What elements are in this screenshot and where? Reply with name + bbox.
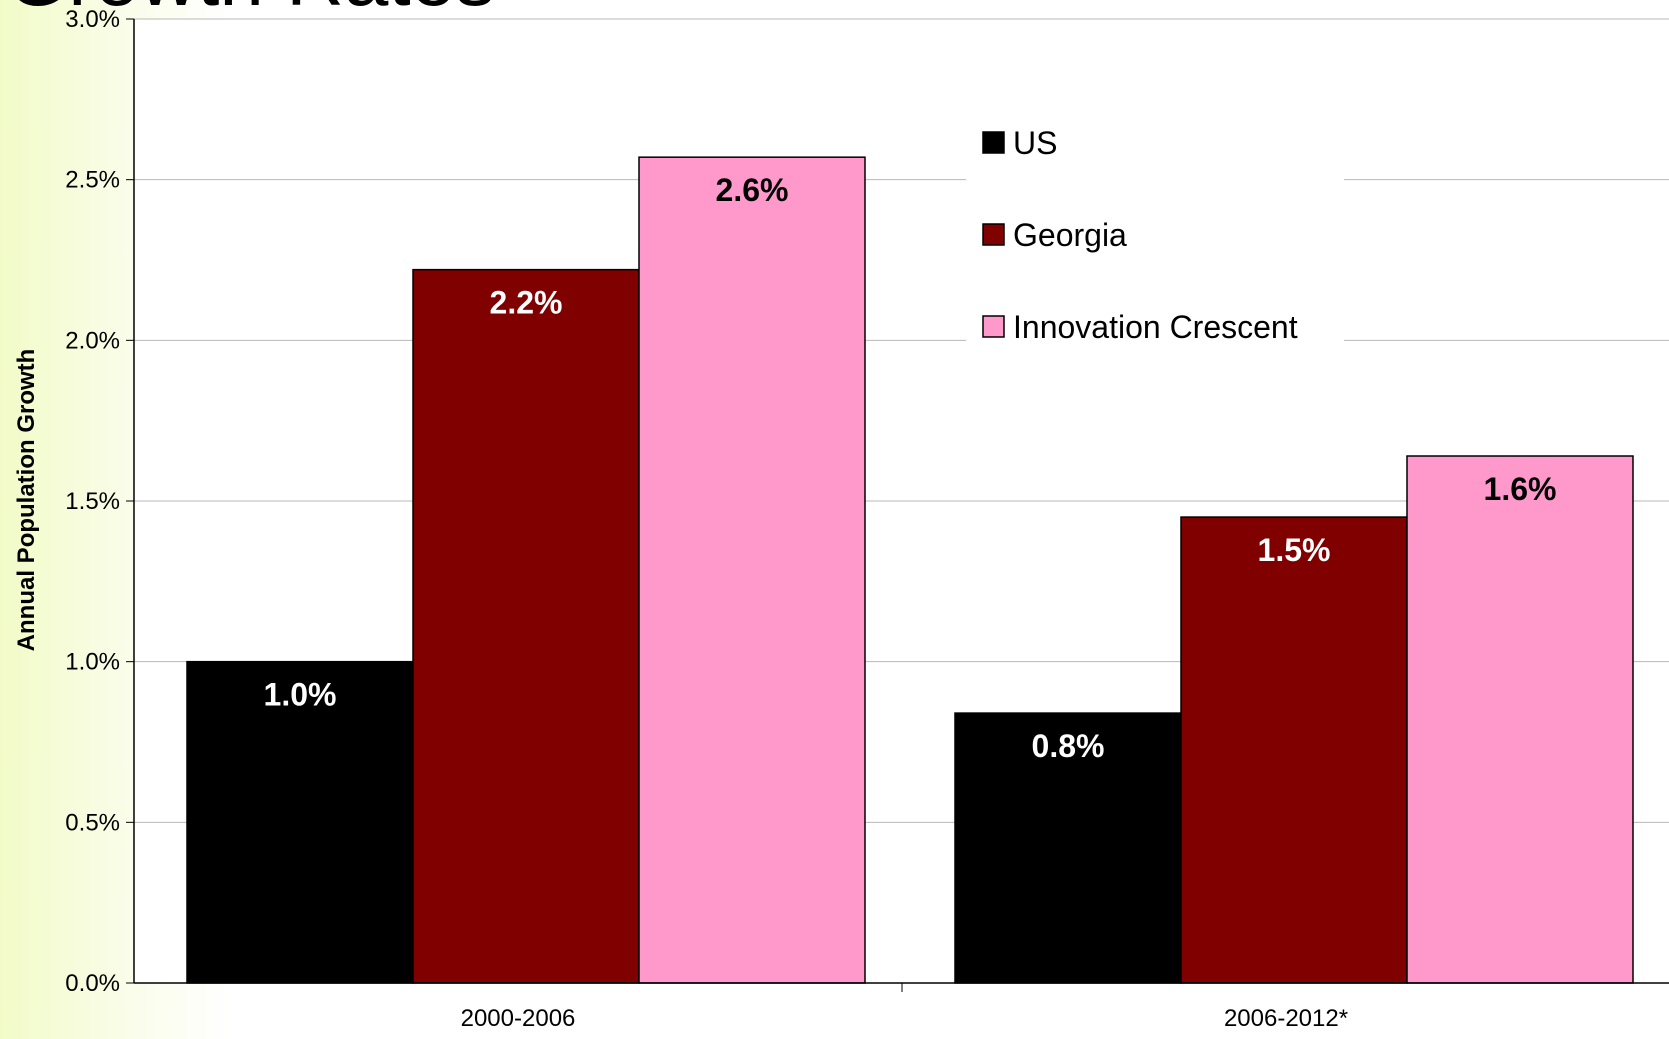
x-tick-label: 2000-2006 <box>461 1005 576 1032</box>
legend-swatch <box>982 223 1005 246</box>
legend-entry: Georgia <box>1013 217 1127 253</box>
x-tick-label: 2006-2012* <box>1224 1005 1348 1032</box>
data-label: 2.6% <box>716 172 789 208</box>
data-label: 1.0% <box>264 677 337 713</box>
bar-innovation-crescent-1 <box>1406 455 1634 984</box>
y-axis-label: Annual Population Growth <box>13 349 40 652</box>
data-label: 1.6% <box>1484 471 1557 507</box>
legend-swatch <box>982 131 1005 154</box>
data-labels: 1.0% 2.2% 2.6% 0.8% 1.5% 1.6% <box>264 172 1557 764</box>
legend-entry: Innovation Crescent <box>1013 309 1298 345</box>
bar-us-1 <box>954 712 1182 984</box>
y-tick-label: 1.5% <box>65 488 120 515</box>
data-label: 1.5% <box>1258 532 1331 568</box>
axes: 0.0% 0.5% 1.0% 1.5% 2.0% 2.5% 3.0% 2000-2006 200… <box>65 6 1669 1032</box>
y-tick-label: 0.5% <box>65 809 120 836</box>
y-tick-label: 3.0% <box>65 6 120 33</box>
y-tick-label: 1.0% <box>65 649 120 676</box>
bar-georgia-0 <box>412 268 640 984</box>
legend-entry: US <box>1013 125 1057 161</box>
data-label: 2.2% <box>490 285 563 321</box>
data-label: 0.8% <box>1032 728 1105 764</box>
y-tick-label: 2.0% <box>65 327 120 354</box>
y-tick-label: 0.0% <box>65 970 120 997</box>
legend-background <box>966 95 1344 365</box>
bar-us-0 <box>186 660 414 984</box>
legend-swatch <box>982 315 1005 338</box>
bar-innovation-crescent-0 <box>638 156 866 984</box>
y-tick-label: 2.5% <box>65 167 120 194</box>
bar-georgia-1 <box>1180 516 1408 984</box>
bars <box>186 156 1634 984</box>
page-title: Growth Rates <box>6 0 495 18</box>
legend: US Georgia Innovation Crescent <box>966 95 1344 365</box>
